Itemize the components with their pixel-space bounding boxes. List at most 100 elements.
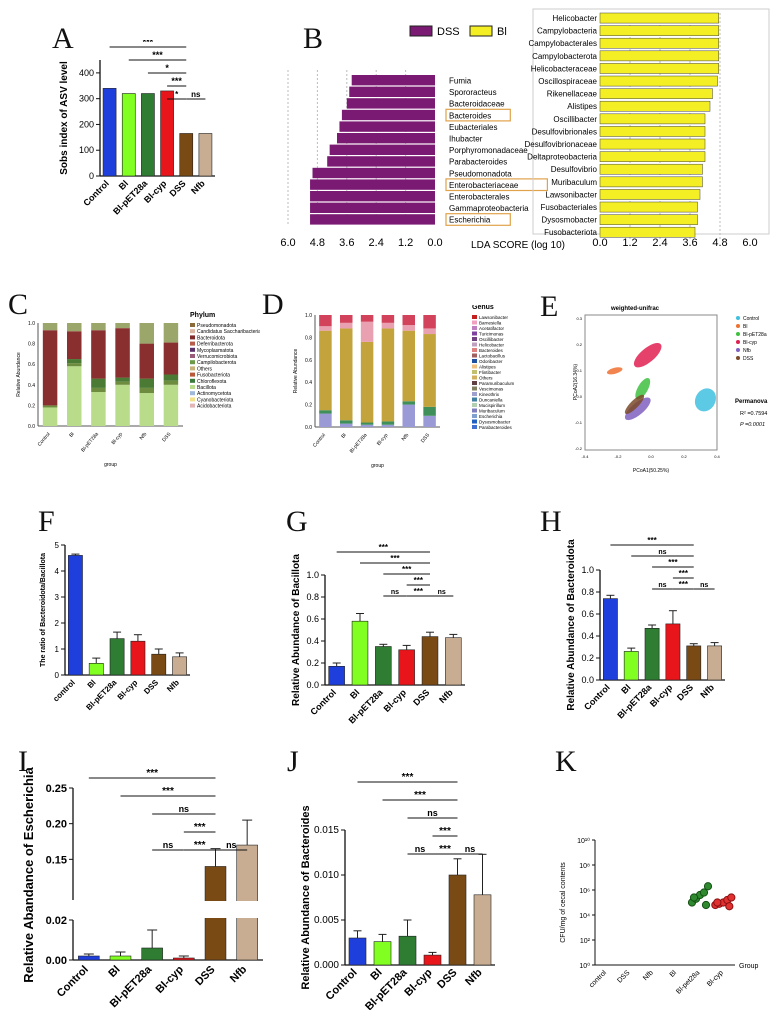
- legend-label: Turicimonas: [479, 332, 504, 337]
- x-tick-label: 0.2: [681, 454, 687, 459]
- lda-bar-bl: [599, 100, 711, 112]
- lda-bar-bl: [599, 88, 713, 99]
- legend-swatch: [472, 348, 477, 352]
- data-point-bl-cyp: [727, 893, 736, 902]
- legend-label: Oscillibacter: [479, 337, 504, 342]
- y-tick-label: 0.20: [46, 819, 67, 831]
- y-tick-label: 1.0: [28, 321, 35, 327]
- legend-swatch: [190, 366, 195, 371]
- legend-label: Lactobacillus: [479, 354, 506, 359]
- bar-dss: [448, 874, 467, 966]
- lda-bar-bl: [599, 126, 706, 137]
- legend-swatch: [472, 331, 477, 336]
- taxon-label-bl: Fusobacteriales: [541, 203, 597, 212]
- highlight-box: [445, 178, 549, 192]
- x-tick-label: Bl-cyp: [116, 678, 140, 702]
- taxon-label-dss: Porphyromonadaceae: [449, 146, 528, 155]
- sig-label: ***: [379, 543, 389, 552]
- legend-marker: [736, 316, 740, 320]
- lda-bar-bl: [599, 189, 701, 200]
- sig-label: ***: [402, 772, 414, 783]
- legend-label: Acidobacteriota: [197, 404, 232, 410]
- y-tick-label: 0.4: [28, 383, 35, 389]
- x-tick-label: DSS: [411, 687, 431, 707]
- y-tick-label: 10¹⁰: [577, 837, 590, 845]
- cluster-ellipse-nfb: [624, 397, 651, 421]
- y-tick-label: 5: [55, 541, 60, 550]
- x-tick-label: 1.2: [622, 237, 637, 249]
- bar-control: [102, 88, 117, 177]
- legend-marker: [736, 324, 740, 328]
- legend-label: Vescimonas: [479, 387, 504, 392]
- y-axis-title: Relative Abundance: [16, 352, 22, 397]
- stack-seg-muribaculum: [319, 410, 332, 414]
- taxon-label-dss: Parabacteroides: [449, 158, 507, 167]
- legend-label: Campilobacterota: [197, 360, 236, 366]
- stack-seg-campilobacterota: [139, 378, 154, 388]
- taxon-label-dss: Bacteroides: [449, 111, 491, 120]
- panel-label-f: F: [38, 505, 55, 538]
- y-tick-label: 1.0: [306, 570, 319, 580]
- y-tick-label: 0.0: [28, 424, 35, 430]
- lda-bar-bl: [599, 226, 696, 238]
- y-tick-label: -0.1: [575, 420, 583, 425]
- legend-marker: [736, 332, 740, 336]
- sig-label: ***: [194, 840, 206, 851]
- bar-dss: [179, 133, 194, 177]
- stack-seg-pseudomonadota: [139, 323, 154, 344]
- x-tick-label: Nfb: [139, 431, 149, 441]
- cluster-ellipse-bl-pet28a: [635, 378, 651, 400]
- stack-seg-others: [319, 330, 332, 411]
- y-axis-title: Relative Abundance: [293, 349, 299, 394]
- y-tick-label: 10²: [580, 938, 591, 945]
- x-axis-title: LDA SCORE (log 10): [471, 240, 565, 251]
- legend-swatch: [472, 408, 477, 413]
- y-tick-label: 400: [79, 68, 94, 78]
- y-tick-label: 1: [55, 645, 60, 654]
- sig-label: ***: [152, 50, 163, 60]
- legend-label: Bl-pET28a: [743, 332, 767, 338]
- bar-bl-pet28a: [398, 935, 417, 966]
- legend-label: Alistipes: [479, 365, 497, 370]
- stack-seg-bacillota: [67, 366, 82, 426]
- x-tick-label: Bl-pet28a: [675, 969, 701, 995]
- panel-label-i: I: [18, 745, 28, 778]
- x-tick-label: Bl: [86, 678, 98, 690]
- legend-label: DSS: [743, 356, 754, 362]
- lda-bar-bl: [599, 176, 703, 188]
- x-axis-title: group: [104, 462, 117, 468]
- sig-label: *: [165, 63, 169, 73]
- stack-seg-campilobacterota: [163, 374, 179, 381]
- y-tick-label: 0.02: [46, 915, 67, 927]
- legend-label: Muribaculum: [479, 409, 505, 414]
- stack-seg-bacteroidota: [42, 330, 58, 406]
- y-tick-label: 0.2: [28, 403, 35, 409]
- sig-label: ***: [146, 768, 158, 779]
- x-tick-label: Control: [37, 431, 52, 447]
- bar-bl-pet28a: [109, 638, 125, 676]
- x-tick-label: Bl-cyp: [648, 682, 675, 709]
- stack-seg-campilobacterota: [115, 377, 130, 382]
- legend-label: Others: [479, 376, 493, 381]
- x-tick-label: Control: [308, 687, 338, 717]
- panel-label-g: G: [286, 505, 308, 538]
- x-tick-label: -0.4: [582, 454, 590, 459]
- legend-label: Candidatus Saccharibacteria: [197, 329, 260, 335]
- y-tick-label: 0: [55, 671, 60, 680]
- legend-swatch: [472, 419, 477, 424]
- bar-dss: [151, 653, 167, 676]
- stack-seg-lawsonibacter: [360, 315, 374, 322]
- taxon-label-bl: Desulfovibrio: [551, 165, 598, 174]
- legend-swatch: [472, 326, 477, 330]
- permanova-p: P =0.0001: [740, 422, 765, 428]
- legend-swatch: [472, 359, 477, 363]
- sig-label: ns: [438, 589, 446, 596]
- stack-seg-helicobacter: [340, 322, 353, 329]
- x-tick-label: 0.0: [427, 237, 442, 249]
- stack-seg-muribaculum: [423, 406, 436, 416]
- x-tick-label: -0.2: [615, 454, 623, 459]
- bar-dss: [421, 636, 439, 686]
- legend-swatch: [472, 425, 477, 429]
- lda-bar-dss: [329, 144, 435, 155]
